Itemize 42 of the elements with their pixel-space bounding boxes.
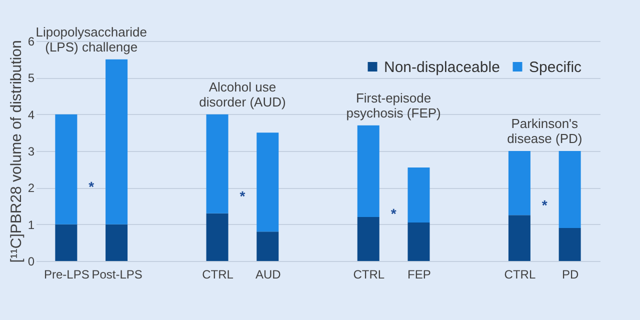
- x-tick-label: Post-LPS: [92, 268, 142, 282]
- bar: [357, 125, 380, 217]
- bar: [357, 217, 380, 261]
- annotation: Alcohol use disorder (AUD): [199, 79, 286, 110]
- x-tick-label: CTRL: [504, 268, 536, 282]
- bar: [558, 151, 581, 228]
- bar: [508, 151, 530, 216]
- annotation: *: [542, 197, 548, 213]
- annotation: First-episode psychosis (FEP): [346, 90, 441, 120]
- bar: [206, 213, 228, 261]
- bar: [508, 215, 530, 261]
- x-tick-label: CTRL: [202, 268, 234, 282]
- y-tick-label: 4: [28, 108, 35, 122]
- annotation: Parkinson's disease (PD): [507, 116, 582, 146]
- bar: [256, 132, 279, 232]
- bar: [106, 59, 128, 224]
- x-tick-label: Pre-LPS: [44, 268, 90, 282]
- y-tick-label: 5: [28, 71, 35, 86]
- y-tick-label: 6: [28, 34, 35, 48]
- y-tick-label: 2: [28, 181, 35, 196]
- bar: [408, 222, 430, 261]
- annotation: Lipopolysaccharide (LPS) challenge: [36, 24, 148, 54]
- x-tick-label: CTRL: [353, 268, 385, 282]
- bar: [558, 228, 581, 261]
- bar: [256, 232, 279, 261]
- bar: [106, 224, 128, 261]
- bar: [206, 114, 228, 214]
- x-tick-label: FEP: [408, 268, 431, 282]
- annotation: *: [240, 188, 246, 204]
- y-tick-label: 1: [28, 218, 35, 232]
- x-tick-label: AUD: [255, 268, 282, 282]
- y-axis-title: [¹¹C]PBR28 volume of distribution: [8, 40, 25, 263]
- annotation: *: [390, 205, 397, 222]
- bar: [55, 224, 78, 261]
- legend-label: Specific: [529, 58, 582, 76]
- legend-label: Non-displaceable: [384, 58, 500, 76]
- bar: [408, 168, 430, 222]
- bar: [55, 114, 78, 224]
- y-tick-label: 3: [28, 144, 35, 158]
- annotation: *: [88, 178, 95, 195]
- y-tick-label: 0: [28, 254, 35, 268]
- x-tick-label: PD: [562, 268, 579, 282]
